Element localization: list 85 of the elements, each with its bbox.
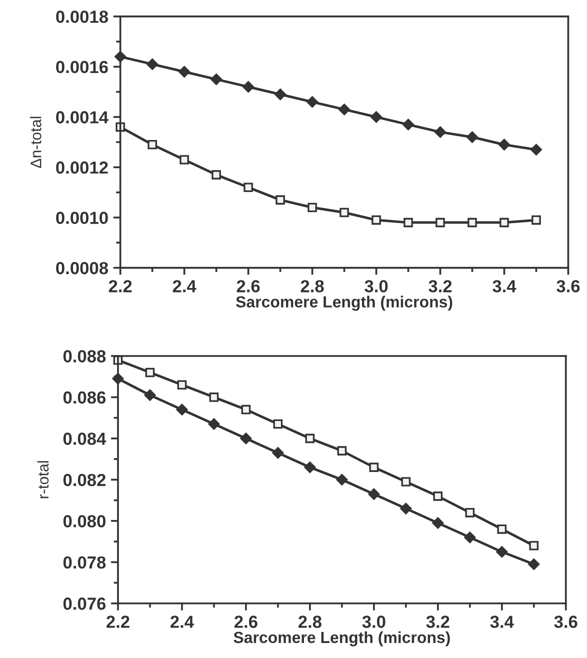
y-tick-label: 0.0008 (56, 262, 108, 274)
point (436, 218, 445, 228)
point (210, 74, 222, 86)
point (274, 88, 286, 100)
point (401, 477, 411, 486)
point (498, 138, 510, 150)
point (496, 546, 508, 558)
x-tick-label: 3.4 (492, 280, 516, 292)
y-axis-title: r-total (37, 461, 49, 498)
point (273, 419, 283, 429)
point (528, 558, 540, 570)
point (368, 488, 380, 500)
point (369, 462, 379, 472)
x-tick-label: 3.0 (362, 616, 386, 628)
point (372, 215, 381, 225)
point (432, 517, 444, 529)
point (148, 140, 157, 150)
point (242, 81, 254, 93)
point (177, 380, 187, 390)
point (338, 104, 350, 116)
y-tick-label: 0.0010 (56, 212, 108, 224)
point (240, 432, 252, 444)
point (145, 368, 155, 378)
y-tick-label: 0.082 (63, 474, 106, 486)
point (304, 462, 316, 474)
point (468, 218, 477, 228)
x-tick-label: 2.6 (236, 280, 260, 292)
point (180, 155, 189, 164)
y-tick-label: 0.088 (63, 350, 106, 362)
point (306, 96, 318, 108)
y-tick-label: 0.084 (63, 432, 106, 445)
point (178, 66, 190, 78)
y-tick-label: 0.076 (63, 598, 106, 610)
point (500, 218, 509, 228)
point (144, 389, 156, 401)
y-tick-label: 0.080 (63, 515, 106, 528)
point (465, 508, 475, 518)
x-tick-label: 3.2 (426, 616, 450, 628)
point (466, 131, 478, 143)
point (336, 474, 348, 486)
point (402, 118, 414, 130)
x-tick-label: 3.4 (490, 616, 514, 628)
point (400, 502, 412, 514)
y-tick-label: 0.0012 (56, 161, 108, 174)
point (244, 182, 253, 192)
point (464, 532, 476, 544)
y-tick-label: 0.086 (63, 391, 106, 404)
x-tick-label: 3.0 (364, 280, 388, 292)
y-tick-label: 0.0016 (56, 60, 108, 74)
point (308, 202, 317, 212)
y-tick-label: 0.078 (63, 556, 106, 569)
x-axis-title: Sarcomere Length (microns) (234, 631, 450, 646)
x-tick-label: 2.4 (170, 616, 194, 628)
y-axis-title: Δn-total (30, 116, 42, 168)
point (529, 541, 539, 550)
point (209, 392, 219, 402)
x-tick-label: 2.6 (234, 616, 258, 628)
point (305, 434, 315, 444)
point (370, 111, 382, 123)
point (532, 215, 541, 225)
y-tick-label: 0.0014 (56, 111, 108, 124)
x-tick-label: 3.6 (556, 280, 580, 292)
point (434, 126, 446, 138)
x-axis-title: Sarcomere Length (microns) (236, 296, 452, 311)
point (176, 404, 188, 416)
point (146, 58, 158, 70)
point (340, 208, 349, 218)
x-tick-label: 2.4 (172, 280, 196, 292)
x-tick-label: 2.2 (108, 280, 132, 292)
point (212, 170, 221, 180)
x-tick-label: 3.6 (554, 616, 578, 628)
point (530, 144, 542, 156)
point (241, 404, 251, 414)
point (433, 492, 443, 501)
x-tick-label: 2.8 (300, 280, 324, 292)
point (208, 418, 220, 430)
point (497, 524, 507, 534)
point (272, 447, 284, 459)
x-tick-label: 2.8 (298, 616, 322, 628)
x-tick-label: 3.2 (428, 280, 452, 292)
point (276, 195, 285, 205)
point (337, 446, 347, 456)
point (404, 218, 413, 228)
y-tick-label: 0.0018 (56, 10, 108, 23)
x-tick-label: 2.2 (106, 616, 130, 628)
